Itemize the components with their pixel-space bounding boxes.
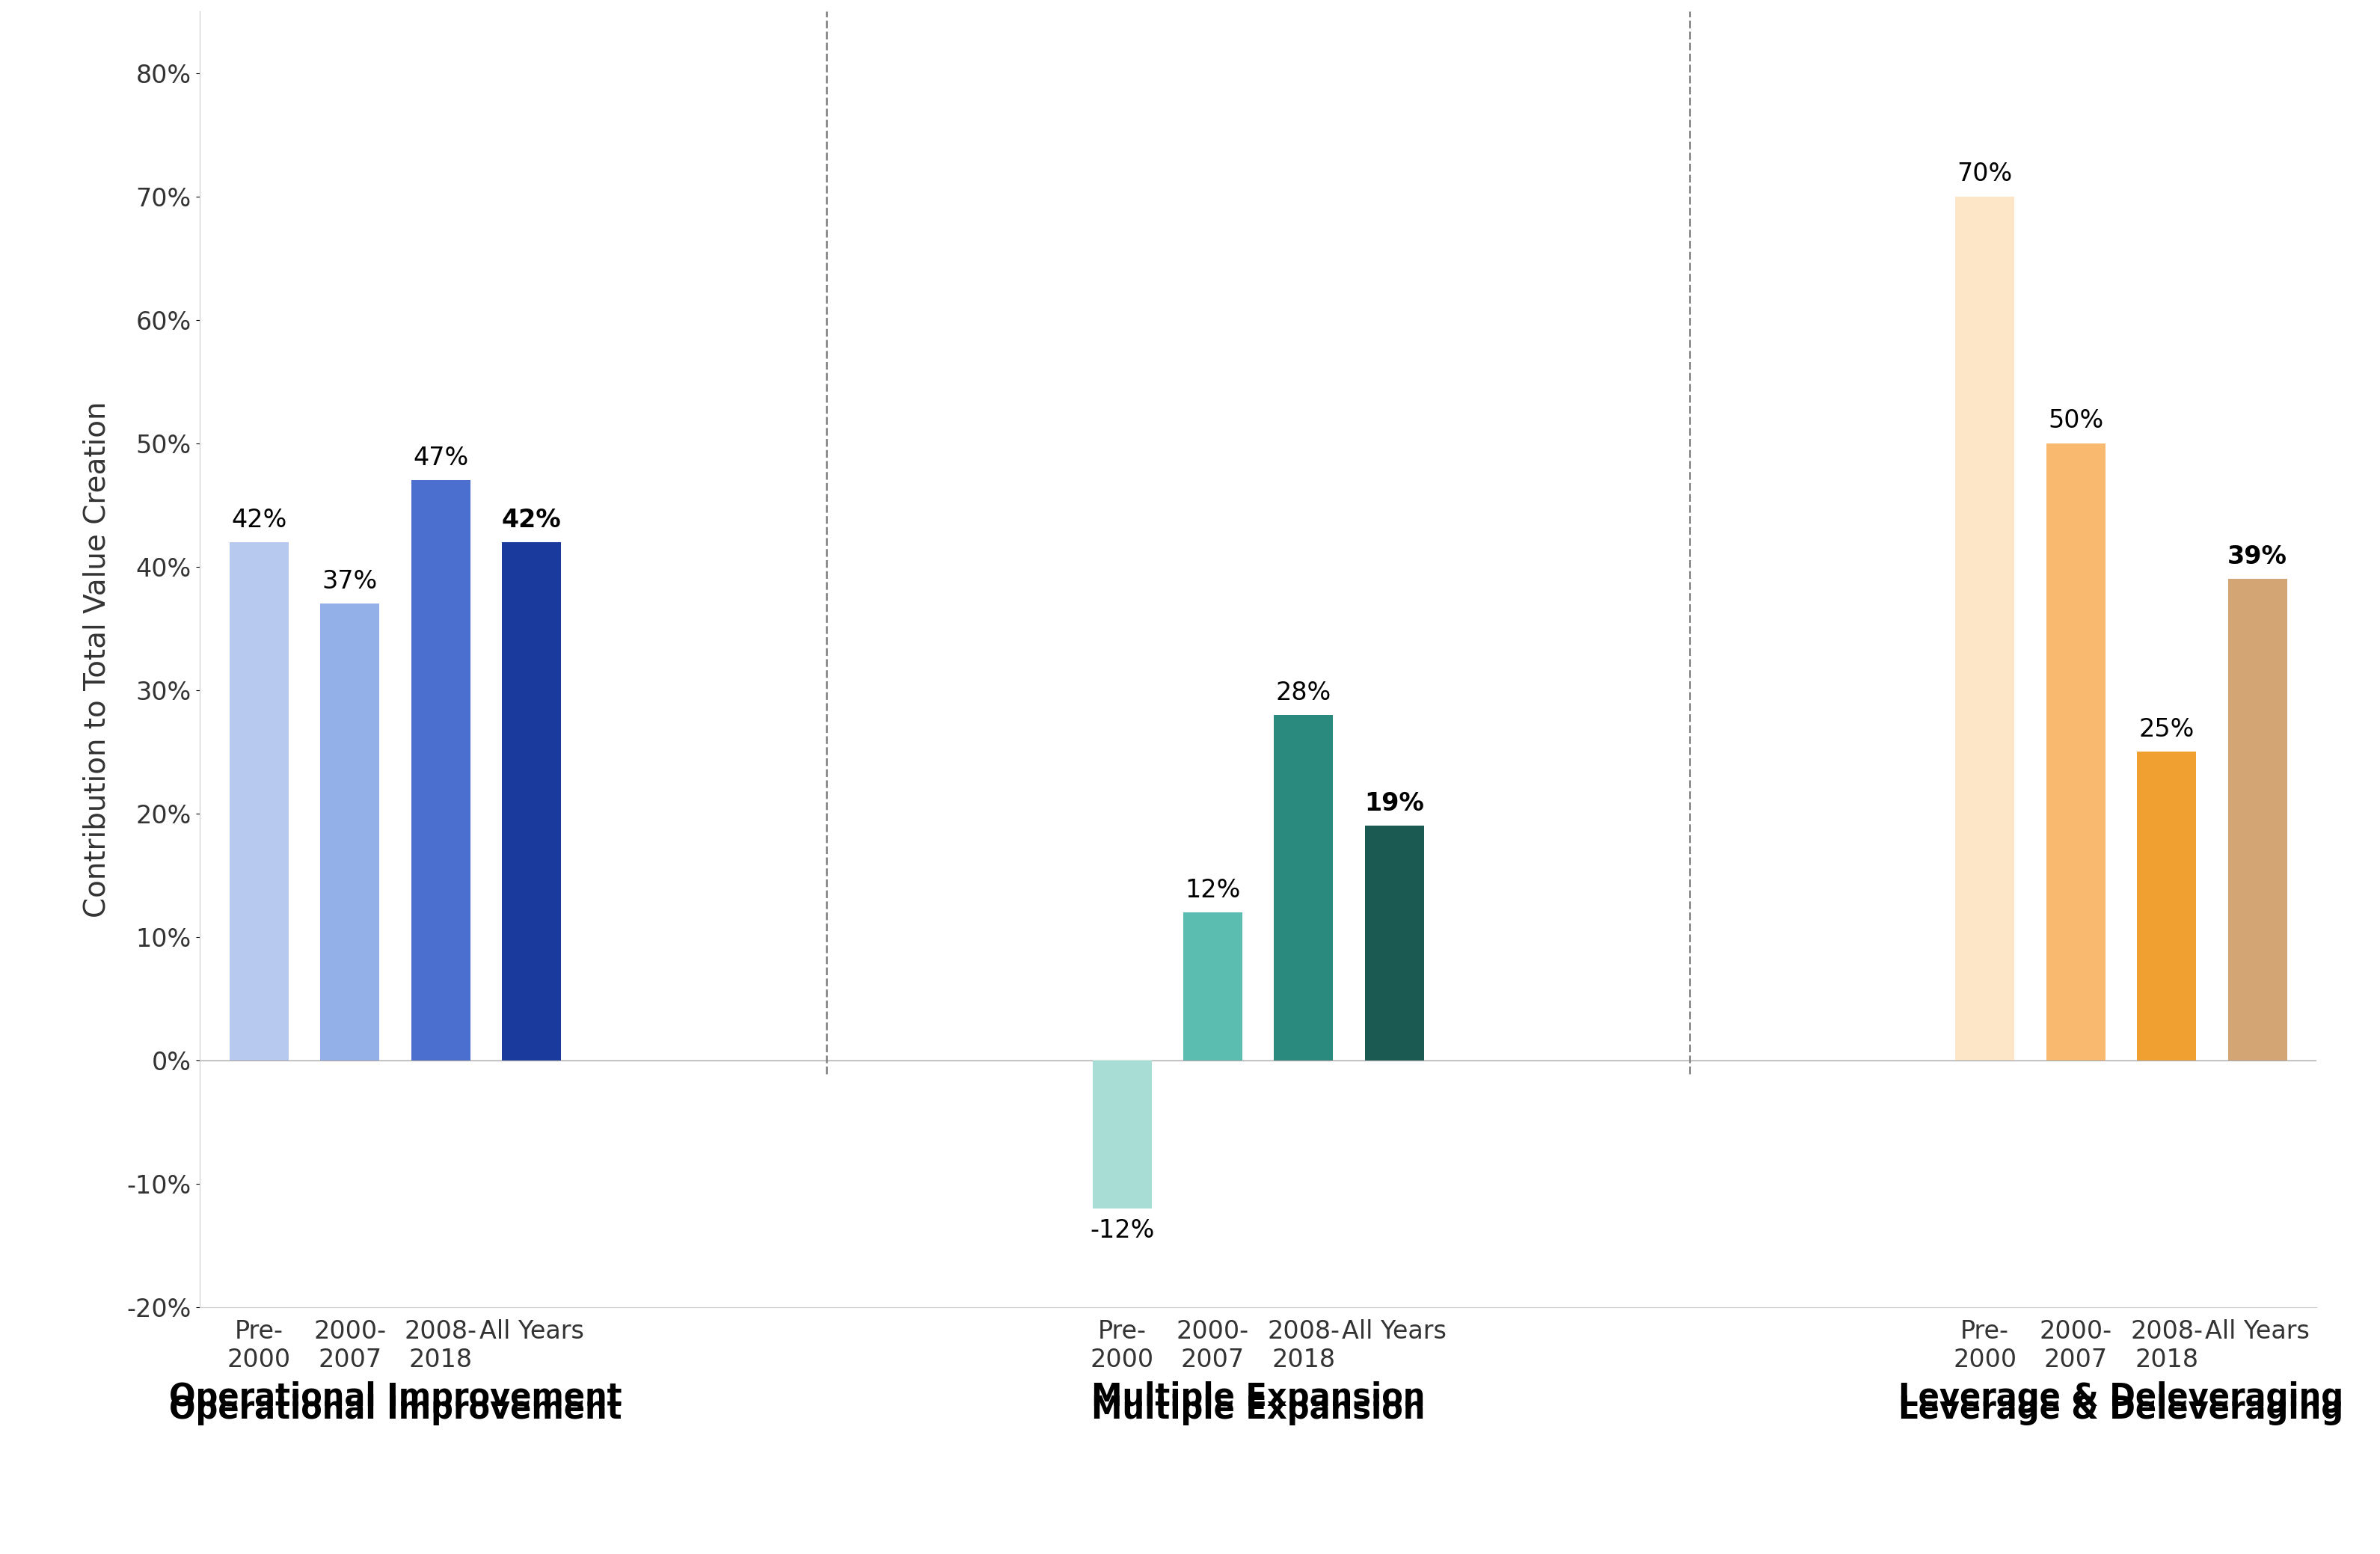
Y-axis label: Contribution to Total Value Creation: Contribution to Total Value Creation [83,401,112,917]
Text: 50%: 50% [2047,409,2104,434]
Text: 28%: 28% [1276,681,1330,706]
Text: Multiple Expansion: Multiple Expansion [1092,1382,1426,1413]
Text: 39%: 39% [2228,544,2287,569]
Text: 70%: 70% [1956,162,2013,186]
Text: Multiple Expansion: Multiple Expansion [1092,1394,1426,1425]
Bar [228,542,288,1060]
Bar [2137,752,2197,1060]
Text: 25%: 25% [2140,718,2194,741]
Text: 37%: 37% [321,569,378,594]
Bar [502,542,562,1060]
Text: 42%: 42% [231,508,288,531]
Text: Operational Improvement: Operational Improvement [169,1382,621,1413]
Bar [1273,715,1333,1060]
Bar [1092,1060,1152,1209]
Text: 12%: 12% [1185,878,1240,903]
Bar [1366,825,1423,1060]
Bar [321,603,378,1060]
Text: Leverage & Deleveraging: Leverage & Deleveraging [1899,1394,2344,1425]
Bar [2047,443,2106,1060]
Bar [2228,580,2287,1060]
Text: -12%: -12% [1090,1218,1154,1243]
Text: 19%: 19% [1364,791,1423,816]
Text: 42%: 42% [502,508,562,531]
Text: 47%: 47% [414,446,469,471]
Bar [1183,912,1242,1060]
Bar [1956,196,2013,1060]
Text: Leverage & Deleveraging: Leverage & Deleveraging [1899,1382,2344,1413]
Text: Operational Improvement: Operational Improvement [169,1394,621,1425]
Bar [412,480,471,1060]
